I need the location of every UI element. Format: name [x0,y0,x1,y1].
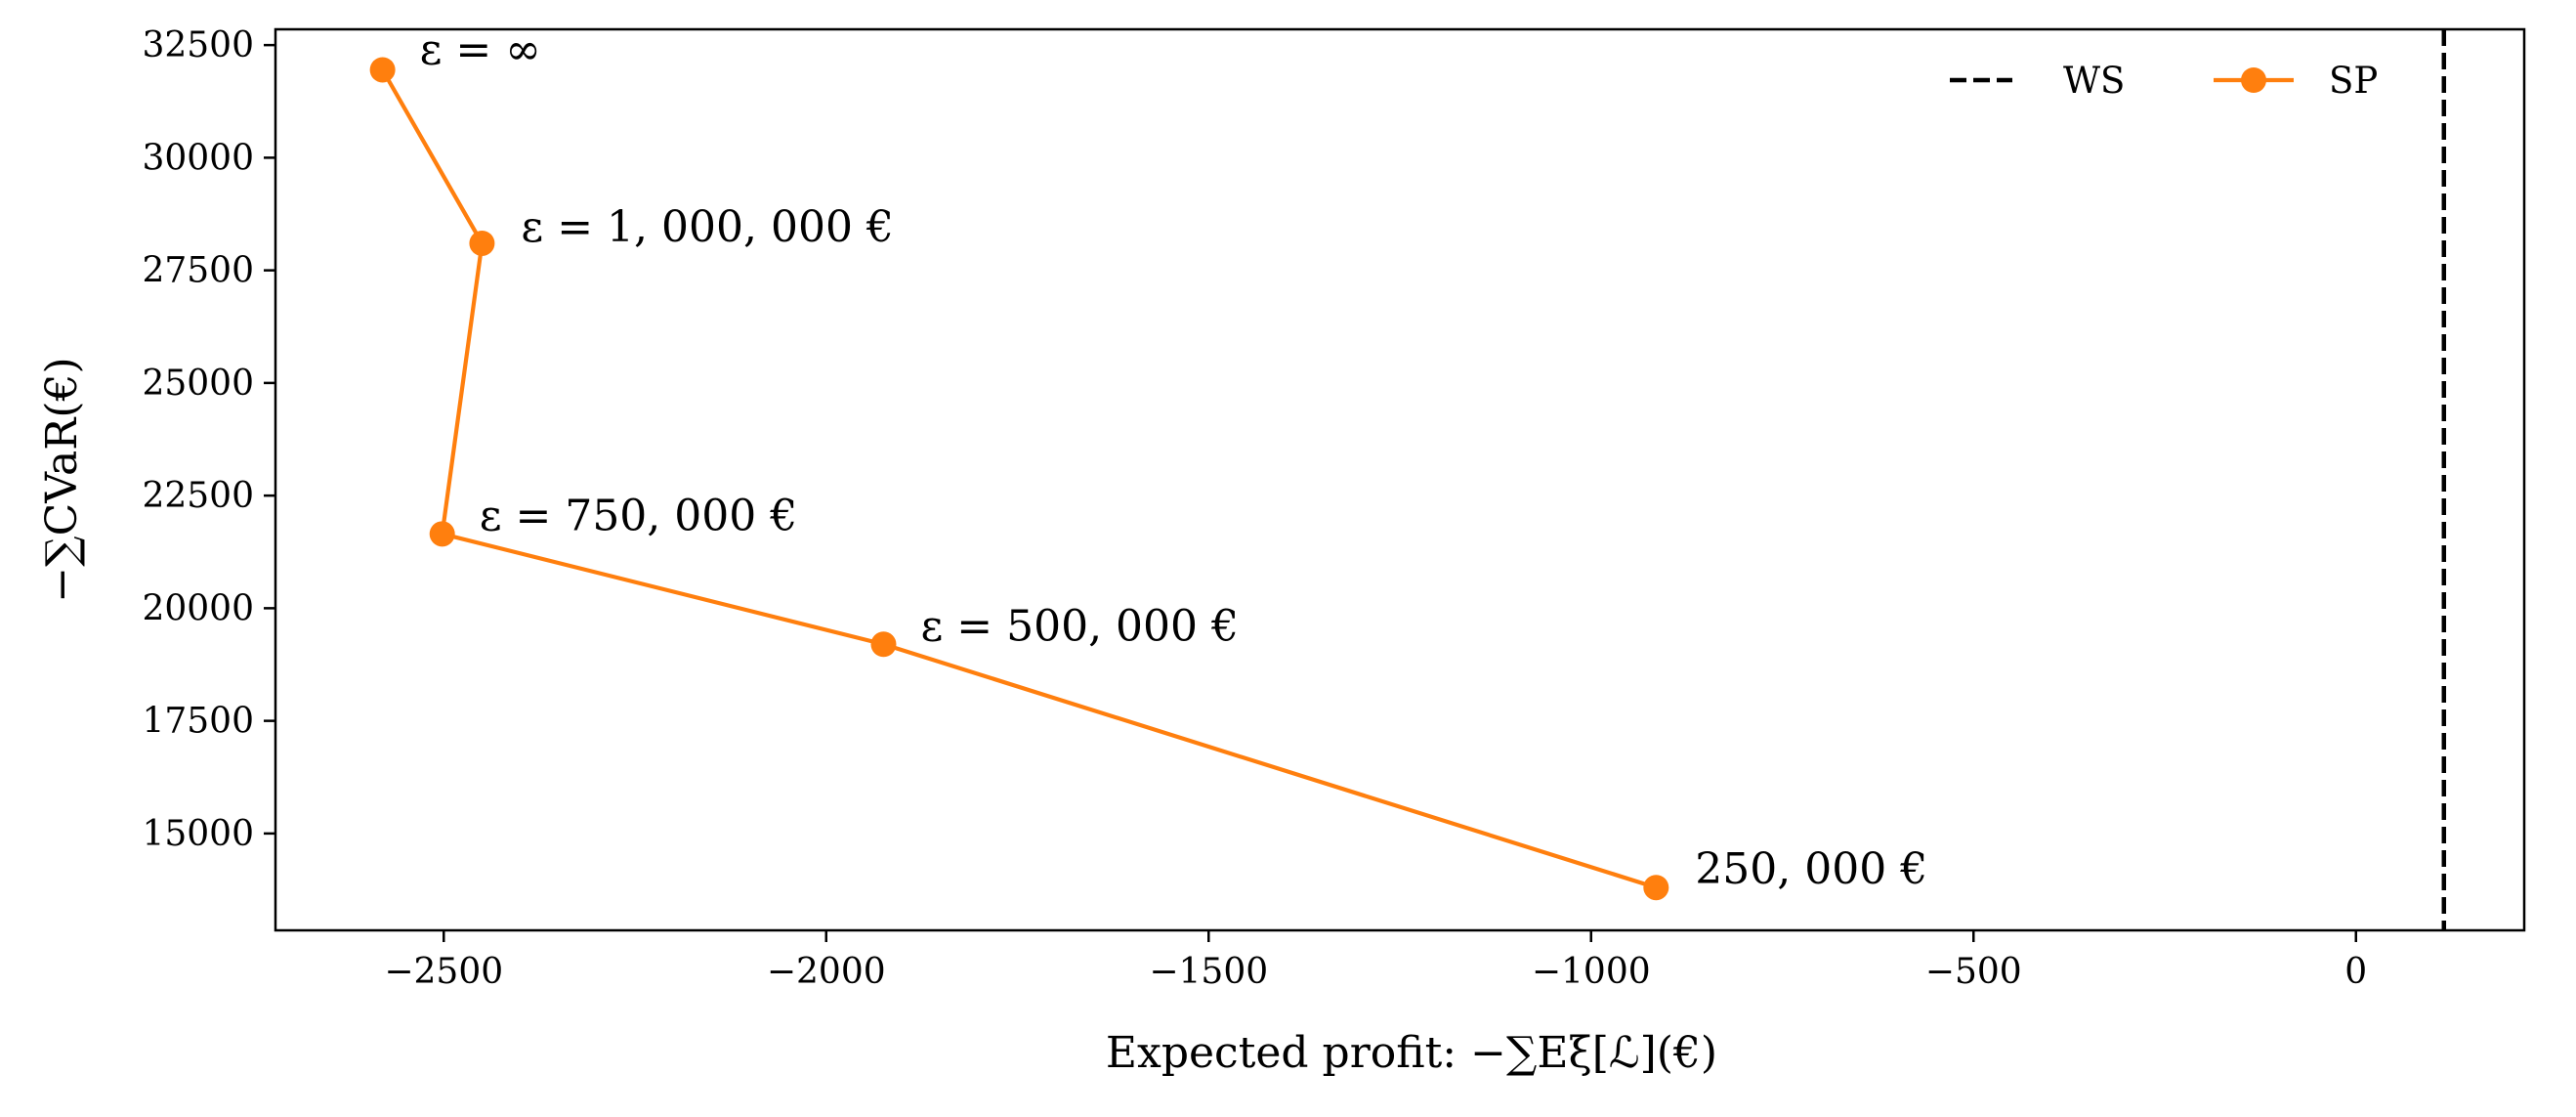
x-tick-label: 0 [2344,952,2367,992]
legend-sp-label: SP [2329,60,2378,102]
x-tick-label: −1500 [1149,952,1268,992]
point-annotation: ε = ∞ [420,24,541,74]
y-tick-label: 17500 [142,702,254,742]
y-tick-label: 30000 [142,138,254,178]
plot-area [369,29,2447,930]
y-tick-label: 32500 [142,25,254,65]
point-annotation: ε = 750, 000 € [480,491,798,540]
y-tick-label: 25000 [142,364,254,404]
y-tick-label: 15000 [142,814,254,854]
sp-data-point [1643,875,1669,901]
legend: WS SP [1950,60,2378,102]
point-annotation: ε = 1, 000, 000 € [521,202,894,252]
y-tick-label: 20000 [142,588,254,628]
legend-sp-marker [2241,67,2266,93]
sp-data-point [469,230,495,256]
x-axis: −2500 −2000 −1500 −1000 −500 0 [384,930,2367,992]
legend-ws-label: WS [2063,60,2125,102]
sp-data-point [369,57,396,83]
x-tick-label: −500 [1925,952,2022,992]
x-axis-title: Expected profit: −∑Eξ[ℒ](€) [1106,1028,1717,1078]
y-axis: 15000 17500 20000 22500 25000 27500 30000 32500 [142,25,275,854]
x-tick-label: −2500 [384,952,503,992]
y-axis-title: −∑CVaR(€) [37,357,87,602]
point-annotation: 250, 000 € [1695,844,1927,894]
y-tick-label: 27500 [142,251,254,291]
x-tick-label: −2000 [767,952,886,992]
point-annotations: ε = ∞ ε = 1, 000, 000 € ε = 750, 000 € ε = … [420,24,1928,894]
sp-data-point [870,631,897,658]
y-tick-label: 22500 [142,476,254,516]
sp-data-point [429,521,455,547]
series-markers [369,57,1669,901]
x-tick-label: −1000 [1532,952,1651,992]
plot-frame [274,27,2526,932]
point-annotation: ε = 500, 000 € [920,601,1239,651]
